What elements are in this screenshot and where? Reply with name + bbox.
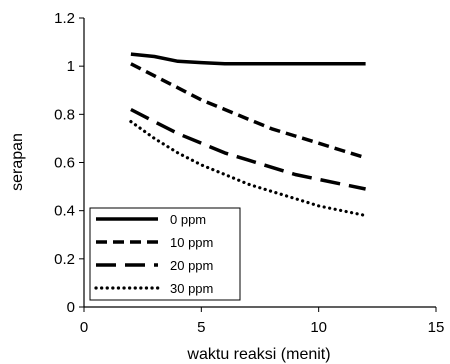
y-tick-label: 0.4: [54, 203, 75, 220]
x-axis-ticks: 0 5 10 15: [80, 307, 445, 336]
series-group: [129, 52, 368, 218]
y-axis-ticks: 0 0.2 0.4 0.6 0.8 1 1.2: [54, 10, 84, 316]
legend-label: 30 ppm: [170, 281, 213, 296]
series-line-20-ppm: [130, 107, 366, 191]
x-tick-label: 5: [197, 319, 205, 336]
series-line-30-ppm: [129, 119, 368, 218]
legend-label: 10 ppm: [170, 235, 213, 250]
x-tick-label: 15: [428, 319, 445, 336]
y-axis-label: serapan: [9, 133, 26, 191]
y-tick-label: 0.2: [54, 251, 75, 268]
x-tick-label: 10: [310, 319, 327, 336]
x-axis-label: waktu reaksi (menit): [186, 346, 330, 363]
y-tick-label: 1: [67, 58, 75, 75]
legend-box: [89, 207, 241, 301]
y-tick-label: 0: [67, 299, 75, 316]
legend-label: 0 ppm: [170, 212, 206, 227]
legend: 0 ppm 10 ppm 20 ppm 30 ppm: [89, 207, 241, 301]
legend-label: 20 ppm: [170, 258, 213, 273]
y-tick-label: 1.2: [54, 10, 75, 27]
series-line-0-ppm: [130, 52, 366, 66]
y-tick-label: 0.6: [54, 155, 75, 172]
x-tick-label: 0: [80, 319, 88, 336]
series-line-10-ppm: [130, 62, 367, 160]
y-tick-label: 0.8: [54, 106, 75, 123]
